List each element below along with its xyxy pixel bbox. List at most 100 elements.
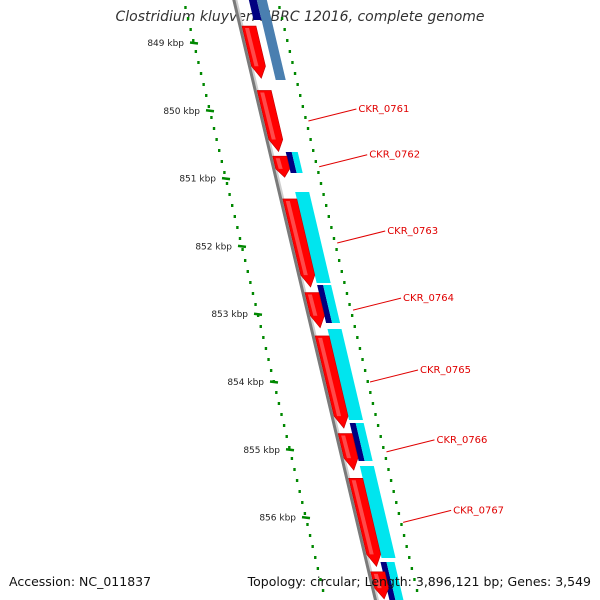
outer-track-dot	[301, 105, 305, 108]
outer-track-dot	[340, 270, 343, 273]
ruler-dot	[233, 215, 236, 218]
ruler-dot	[316, 567, 320, 570]
outer-track-dot	[358, 347, 362, 350]
ruler-dot	[321, 589, 325, 592]
ruler-dot	[308, 534, 312, 537]
gene-label: CKR_0764	[403, 293, 454, 304]
outer-track-dot	[343, 281, 346, 284]
gene-label: CKR_0761	[358, 104, 409, 115]
feature-band	[285, 152, 297, 173]
outer-track-dot	[288, 50, 292, 53]
kbp-tick-label: 850 kbp	[163, 107, 200, 117]
kbp-tick-mark	[269, 380, 279, 384]
feature-band	[349, 423, 365, 461]
gene-label-leader	[352, 297, 402, 311]
outer-track-dot	[306, 127, 310, 130]
outer-track-dot	[361, 358, 364, 361]
outer-track-dot	[327, 215, 330, 218]
ruler-dot	[288, 446, 291, 449]
ruler-dot	[205, 94, 208, 97]
outer-track-dot	[324, 204, 328, 207]
outer-track-dot	[400, 523, 403, 526]
gene-arrow-highlight	[318, 337, 342, 417]
outer-track-dot	[286, 39, 289, 42]
outer-track-dot	[278, 6, 281, 9]
gene-label-leader	[386, 439, 435, 453]
map-title: Clostridium kluyveri NBRC 12016, complet…	[115, 9, 485, 25]
outer-track-dot	[408, 556, 411, 559]
gene-arrow-highlight	[341, 435, 351, 459]
gene-arrow-highlight	[245, 28, 259, 67]
outer-track-dot	[322, 193, 325, 196]
ruler-dot	[277, 402, 281, 405]
outer-track-dot	[392, 490, 395, 493]
gene-arrow-highlight	[285, 200, 308, 276]
outer-track-dot	[369, 391, 372, 394]
gene-label-leader	[337, 230, 386, 244]
genome-summary-text: Topology: circular; Length: 3,896,121 bp…	[247, 574, 591, 589]
outer-track-dot	[348, 303, 351, 306]
feature-band	[317, 285, 333, 323]
ruler-dot	[254, 303, 257, 306]
ruler-dot	[236, 226, 239, 229]
outer-track-dot	[389, 479, 393, 482]
ruler-dot	[249, 281, 252, 284]
ruler-dot	[228, 193, 231, 196]
outer-track-dot	[405, 545, 408, 548]
outer-track-dot	[387, 468, 390, 471]
feature-band	[323, 285, 341, 323]
feature-band	[291, 152, 303, 173]
kbp-tick-mark	[237, 244, 247, 249]
ruler-dot	[293, 468, 296, 471]
ruler-dot	[220, 160, 224, 163]
gene-arrow-highlight	[373, 573, 382, 589]
ruler-dot	[275, 391, 278, 394]
outer-track-dot	[382, 446, 385, 449]
gene-label: CKR_0767	[453, 505, 504, 516]
outer-track-dot	[337, 259, 341, 262]
outer-track-dot	[413, 578, 416, 581]
ruler-dot	[246, 270, 249, 273]
kbp-tick-label: 855 kbp	[243, 446, 280, 456]
outer-track-dot	[397, 512, 401, 515]
gene-label: CKR_0766	[436, 435, 487, 446]
outer-track-dot	[366, 380, 369, 383]
feature-band	[256, 0, 286, 80]
ruler-dot	[218, 149, 221, 152]
outer-track-dot	[312, 149, 315, 152]
kbp-tick-label: 851 kbp	[179, 175, 216, 185]
outer-track-dot	[384, 457, 388, 460]
ruler-dot	[267, 358, 270, 361]
gene-arrow-highlight	[351, 480, 374, 555]
ruler-dot	[223, 171, 226, 174]
gene-label: CKR_0765	[420, 365, 471, 376]
ruler-dot	[280, 413, 283, 416]
outer-track-dot	[415, 589, 419, 592]
feature-band	[386, 562, 404, 600]
ruler-dot	[215, 138, 218, 141]
outer-track-dot	[395, 501, 398, 504]
kbp-tick-mark	[189, 41, 199, 45]
ruler-dot	[241, 248, 244, 251]
kbp-tick-mark	[253, 312, 263, 316]
ruler-dot	[197, 61, 200, 64]
outer-track-dot	[293, 72, 297, 75]
ruler-dot	[184, 6, 187, 9]
feature-band	[327, 329, 363, 420]
outer-track-dot	[317, 171, 320, 174]
ruler-dot	[186, 17, 190, 20]
outer-track-dot	[309, 138, 312, 141]
feature-band	[380, 562, 396, 600]
ruler-dot	[194, 50, 198, 53]
outer-track-dot	[280, 17, 284, 20]
feature-band	[248, 0, 262, 20]
outer-track-dot	[296, 83, 299, 86]
ruler-dot	[202, 83, 205, 86]
ruler-dot	[295, 479, 299, 482]
feature-band	[295, 192, 331, 283]
ruler-dot	[199, 72, 203, 75]
outer-track-dot	[374, 413, 377, 416]
ruler-dot	[212, 127, 216, 130]
ruler-dot	[306, 523, 309, 526]
